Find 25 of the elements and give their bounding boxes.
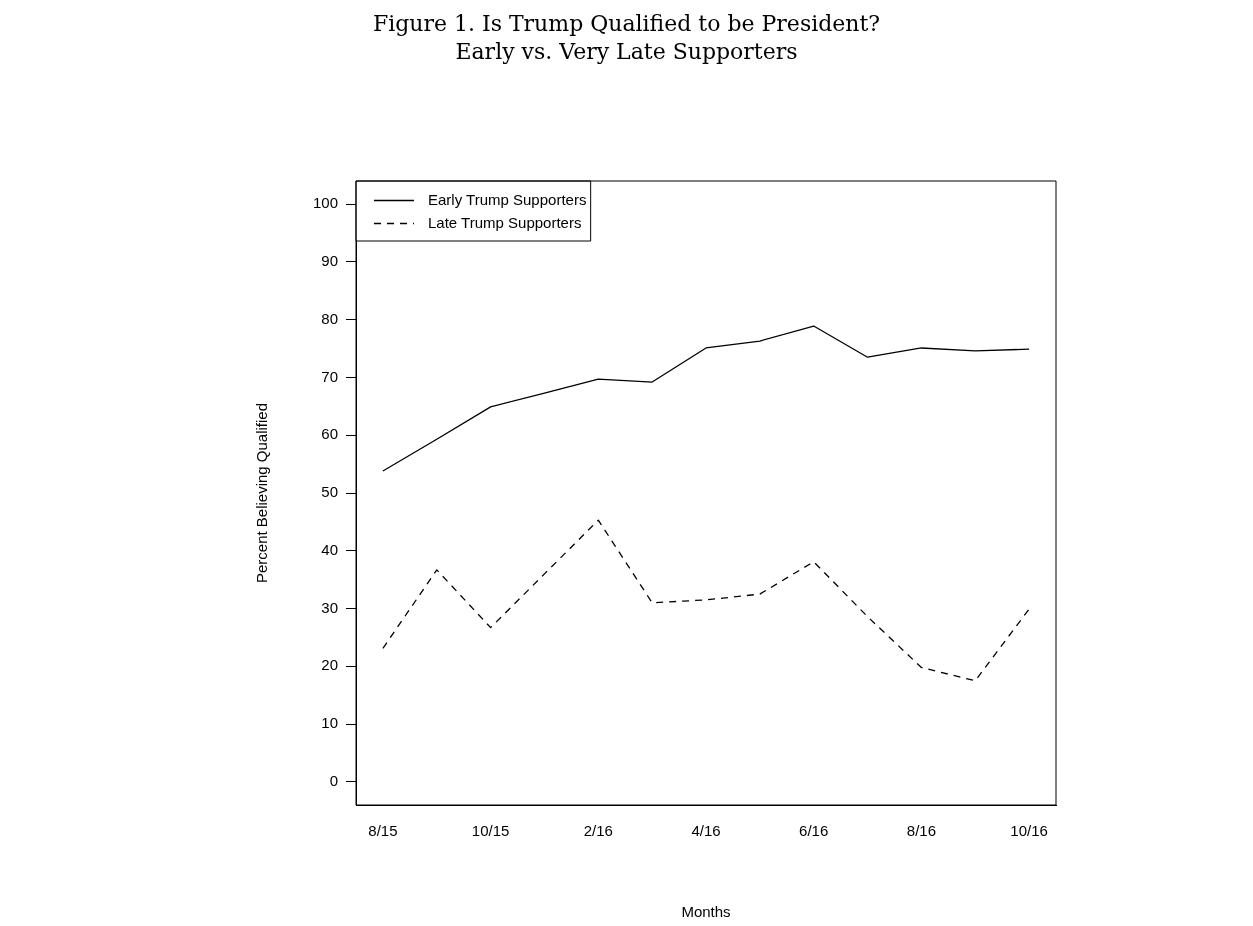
chart-subtitle: Early vs. Very Late Supporters [454, 38, 799, 66]
chart-title: Figure 1. Is Trump Qualified to be President? [371, 10, 882, 38]
x-tick-label: 6/16 [799, 822, 829, 840]
y-tick-label: 10 [321, 714, 338, 732]
y-tick-label: 100 [312, 194, 338, 212]
y-tick-label: 40 [321, 540, 338, 558]
y-tick-label: 0 [329, 772, 338, 790]
x-tick-label: 8/16 [906, 822, 936, 840]
y-tick-label: 50 [321, 483, 338, 501]
y-tick-label: 90 [321, 252, 338, 270]
x-tick-label: 4/16 [691, 822, 721, 840]
y-tick-label: 20 [321, 656, 338, 674]
y-tick-label: 80 [321, 309, 338, 327]
x-axis-title: Months [681, 903, 731, 921]
legend-label: Late Trump Supporters [428, 213, 582, 231]
x-tick-label: 8/15 [368, 822, 398, 840]
x-tick-label: 10/15 [471, 822, 510, 840]
line-series [382, 519, 1030, 682]
y-tick-label: 30 [321, 598, 338, 616]
y-tick-label: 60 [321, 425, 338, 443]
x-tick-label: 10/16 [1010, 822, 1048, 840]
legend-label: Early Trump Supporters [428, 190, 587, 208]
x-tick-label: 2/16 [583, 822, 613, 840]
y-axis-title: Percent Believing Qualified [253, 402, 271, 584]
y-tick-label: 70 [321, 367, 338, 385]
